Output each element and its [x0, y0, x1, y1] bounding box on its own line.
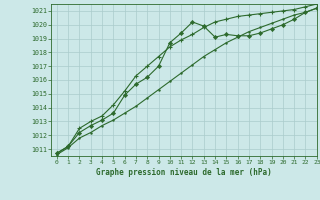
X-axis label: Graphe pression niveau de la mer (hPa): Graphe pression niveau de la mer (hPa) [96, 168, 272, 177]
